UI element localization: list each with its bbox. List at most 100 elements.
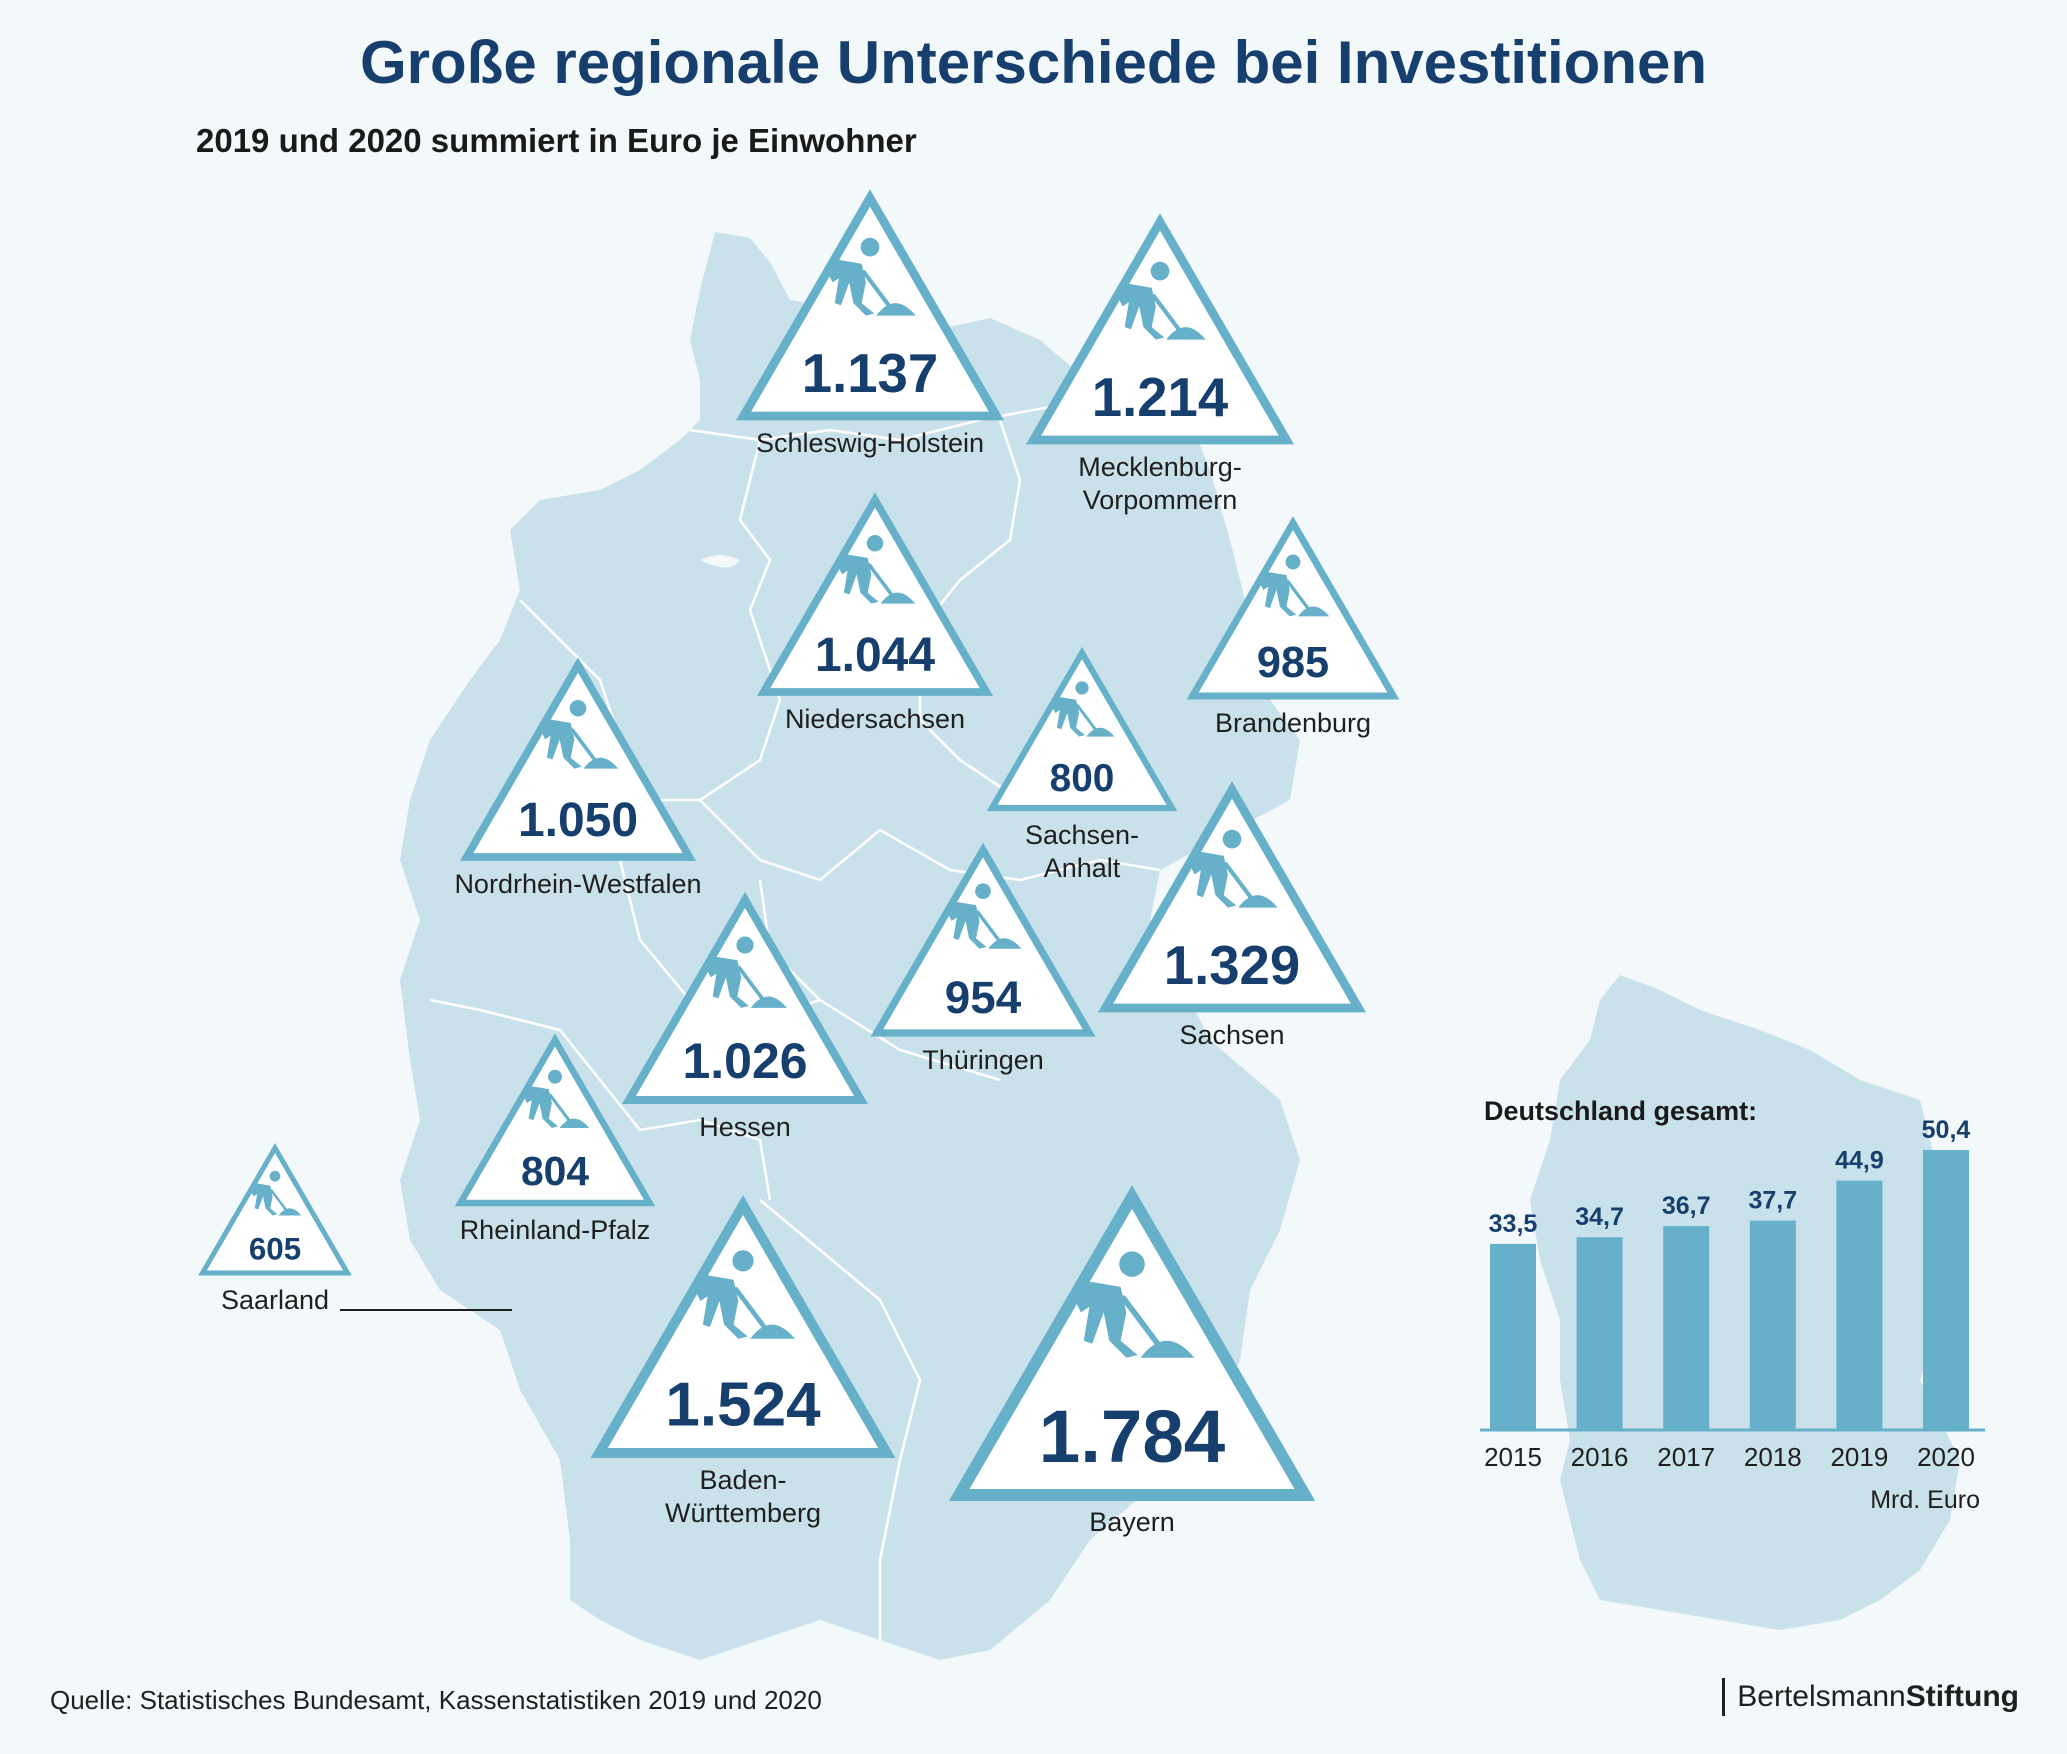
bar-value-label: 44,9 <box>1835 1147 1884 1175</box>
source-note: Quelle: Statistisches Bundesamt, Kassens… <box>50 1685 822 1715</box>
region-label-line: Baden- <box>699 1465 786 1495</box>
construction-worker-icon <box>541 700 619 769</box>
germany-minimap <box>1530 975 1960 1630</box>
construction-worker-icon <box>1052 681 1115 737</box>
region-label-line: Vorpommern <box>1083 485 1238 515</box>
region-value: 1.784 <box>1039 1395 1226 1478</box>
region-label-line: Sachsen- <box>1025 820 1139 850</box>
warning-triangle-icon <box>948 1185 1316 1501</box>
region-label: Hessen <box>699 1112 791 1142</box>
construction-worker-icon <box>828 237 916 316</box>
logo-text-light: Bertelsmann <box>1737 1680 1906 1713</box>
construction-worker-icon <box>948 883 1022 949</box>
warning-triangle-icon <box>590 1195 896 1458</box>
region-label-line: Thüringen <box>922 1045 1044 1075</box>
chart-subtitle: 2019 und 2020 summiert in Euro je Einwoh… <box>196 122 917 159</box>
warning-triangle-icon <box>1186 516 1400 700</box>
region-label-line: Saarland <box>221 1285 329 1315</box>
region-value: 605 <box>249 1231 301 1266</box>
region-marker-rheinland-pfalz: 804 Rheinland-Pfalz <box>454 1033 656 1245</box>
bar-value-label: 34,7 <box>1575 1203 1624 1231</box>
construction-worker-icon <box>706 936 787 1008</box>
region-label: Brandenburg <box>1215 708 1371 738</box>
bar-chart-title: Deutschland gesamt: <box>1484 1096 1757 1126</box>
warning-triangle-icon <box>1025 213 1295 445</box>
region-label: Mecklenburg-Vorpommern <box>1078 452 1242 515</box>
region-label-line: Nordrhein-Westfalen <box>454 869 701 899</box>
region-value: 1.026 <box>682 1033 807 1089</box>
region-label: Rheinland-Pfalz <box>460 1215 651 1245</box>
bar-category-label: 2015 <box>1484 1442 1542 1472</box>
region-marker-hessen: 1.026 Hessen <box>622 892 868 1142</box>
bar-2015 <box>1490 1243 1536 1430</box>
bar-chart: 33,5 2015 34,7 2016 36,7 2017 37,7 2018 44,9 2019… <box>1480 1116 1985 1472</box>
region-marker-bayern: 1.784 Bayern <box>948 1185 1316 1537</box>
bar-value-label: 37,7 <box>1748 1187 1797 1215</box>
region-label: Sachsen <box>1179 1020 1284 1050</box>
construction-worker-icon <box>251 1170 302 1216</box>
region-label-line: Niedersachsen <box>785 704 965 734</box>
construction-worker-icon <box>1190 829 1278 908</box>
warning-triangle-icon <box>622 892 868 1104</box>
region-label-line: Anhalt <box>1044 853 1121 883</box>
construction-worker-icon <box>1075 1251 1195 1358</box>
warning-triangle-icon <box>756 492 994 696</box>
bar-category-label: 2019 <box>1830 1442 1888 1472</box>
lake-shape <box>700 555 740 568</box>
warning-triangle-icon <box>459 657 697 861</box>
construction-worker-icon <box>523 1069 590 1128</box>
construction-worker-icon <box>1260 554 1330 617</box>
bar-2016 <box>1576 1237 1623 1430</box>
region-label: Saarland <box>221 1285 329 1315</box>
bar-2017 <box>1663 1226 1710 1430</box>
region-label-line: Sachsen <box>1179 1020 1284 1050</box>
warning-triangle-icon <box>198 1143 352 1276</box>
publisher-logo: BertelsmannStiftung <box>1722 1678 2019 1716</box>
warning-triangle-icon <box>454 1033 656 1207</box>
bar-category-label: 2020 <box>1917 1442 1975 1472</box>
warning-triangle-icon <box>735 189 1005 421</box>
construction-worker-icon <box>838 535 916 604</box>
bar-value-label: 33,5 <box>1489 1210 1538 1238</box>
region-marker-mecklenburg-vorpommern: 1.214 Mecklenburg-Vorpommern <box>1025 213 1295 515</box>
region-marker-saarland: 605 Saarland <box>198 1143 352 1315</box>
region-label: Thüringen <box>922 1045 1044 1075</box>
region-value: 1.329 <box>1164 935 1300 996</box>
region-marker-thueringen: 954 Thüringen <box>870 842 1096 1075</box>
region-value: 1.137 <box>802 343 938 404</box>
region-label: Sachsen-Anhalt <box>1025 820 1139 883</box>
region-label: Baden-Württemberg <box>665 1465 821 1528</box>
region-label-line: Mecklenburg- <box>1078 452 1242 482</box>
bar-value-label: 50,4 <box>1922 1116 1971 1144</box>
warning-triangle-icon <box>1097 781 1367 1013</box>
region-label: Schleswig-Holstein <box>756 428 984 458</box>
bar-category-label: 2017 <box>1657 1442 1715 1472</box>
region-value: 1.214 <box>1092 367 1229 428</box>
region-value: 804 <box>521 1148 589 1194</box>
region-label: Nordrhein-Westfalen <box>454 869 701 899</box>
logo-text-bold: Stiftung <box>1905 1680 2019 1713</box>
bar-2019 <box>1836 1180 1883 1430</box>
region-label-line: Brandenburg <box>1215 708 1371 738</box>
region-value: 954 <box>945 972 1022 1023</box>
region-value: 985 <box>1257 639 1329 687</box>
construction-worker-icon <box>1118 261 1206 340</box>
warning-triangle-icon <box>870 842 1096 1037</box>
bar-category-label: 2016 <box>1571 1442 1629 1472</box>
region-value: 1.044 <box>815 629 935 682</box>
region-label: Niedersachsen <box>785 704 965 734</box>
construction-worker-icon <box>695 1250 795 1339</box>
bar-2018 <box>1749 1220 1796 1430</box>
region-marker-baden-wuerttemberg: 1.524 Baden-Württemberg <box>590 1195 896 1528</box>
region-markers: 1.137 Schleswig-Holstein 1.214 Mecklenburg-… <box>198 189 1400 1537</box>
chart-title: Große regionale Unterschiede bei Investi… <box>360 29 1707 96</box>
region-label-line: Bayern <box>1089 1507 1175 1537</box>
region-marker-niedersachsen: 1.044 Niedersachsen <box>756 492 994 734</box>
region-value: 800 <box>1050 757 1115 800</box>
bar-value-label: 36,7 <box>1662 1192 1711 1220</box>
region-label-line: Schleswig-Holstein <box>756 428 984 458</box>
bar-chart-unit: Mrd. Euro <box>1870 1486 1980 1514</box>
warning-triangle-icon <box>986 646 1178 812</box>
region-label-line: Rheinland-Pfalz <box>460 1215 651 1245</box>
